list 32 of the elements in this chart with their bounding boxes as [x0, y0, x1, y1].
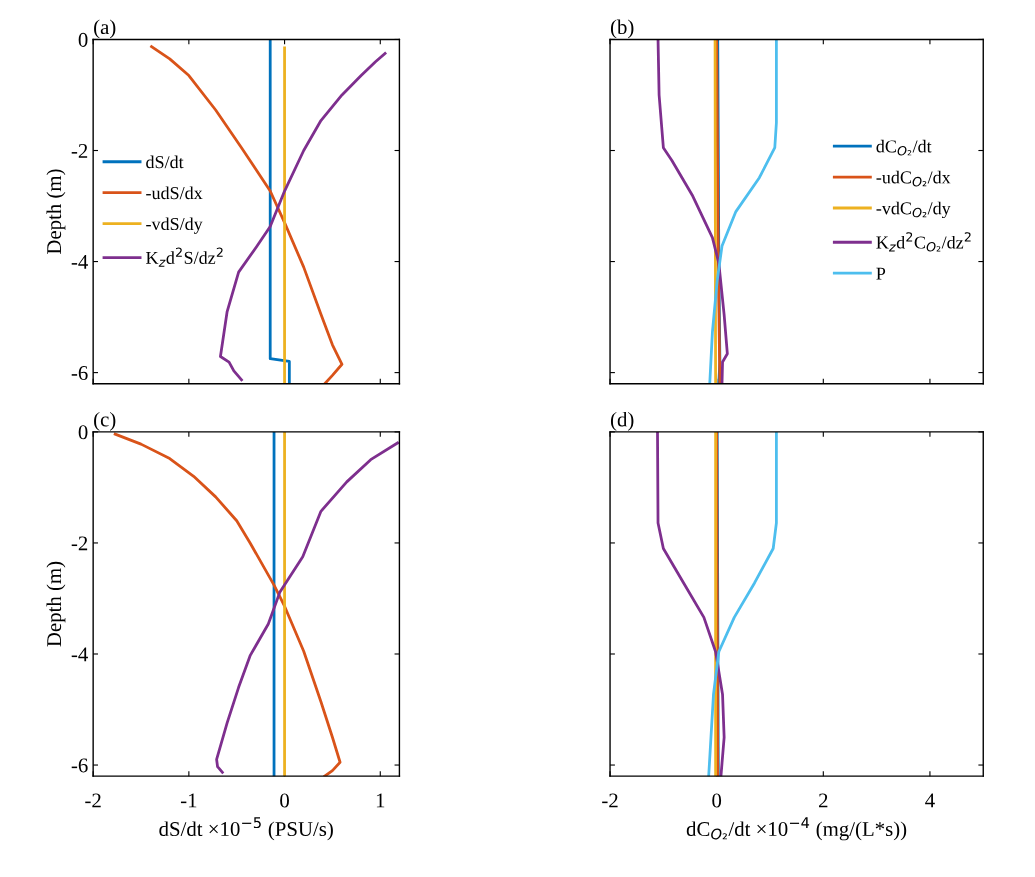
- chart-title: (b): [610, 19, 634, 39]
- y-axis-title: Depth (m): [46, 561, 66, 647]
- y-tick-label: -4: [71, 647, 88, 662]
- legend-label: dC$_{O₂}$/dt: [876, 139, 932, 156]
- legend-label: -udC$_{O₂}$/dx: [876, 170, 951, 187]
- x-tick-label: -1: [180, 793, 197, 808]
- x-tick-label: 1: [376, 793, 385, 808]
- y-tick-label: 0: [78, 32, 88, 47]
- y-tick-label: -4: [71, 255, 88, 269]
- y-tick-label: -2: [71, 536, 88, 551]
- chart-title: (a): [94, 19, 116, 39]
- legend-label: P: [876, 267, 886, 280]
- x-tick-label: 0: [280, 793, 289, 808]
- x-tick-label: 2: [819, 793, 828, 808]
- x-tick-label: 0: [712, 793, 722, 808]
- legend-label: -udS/dx: [146, 186, 203, 200]
- y-tick-label: -6: [71, 758, 88, 773]
- legend-label: K$_{z}$d$^{2}$S/dz$^{2}$: [146, 247, 223, 267]
- legend-label: K$_{z}$d$^{2}$C$_{O₂}$/dz$^{2}$: [876, 232, 971, 252]
- legend-label: -vdC$_{O₂}$/dy: [876, 201, 951, 219]
- y-tick-label: -6: [71, 366, 88, 381]
- chart-title: (c): [94, 411, 116, 431]
- legend-label: -vdS/dy: [146, 217, 203, 234]
- y-tick-label: -2: [71, 143, 88, 158]
- chart-title: (d): [610, 411, 634, 431]
- y-axis-title: Depth (m): [46, 169, 66, 255]
- legend-label: dS/dt: [146, 155, 184, 169]
- x-tick-label: -2: [602, 793, 618, 808]
- x-axis-title: dC$_{O₂}$/dt ×10$^{−4}$ (mg/(L*s)): [686, 817, 907, 841]
- x-axis-title: dS/dt ×10$^{−5}$ (PSU/s): [159, 817, 333, 841]
- x-tick-label: 4: [925, 793, 935, 808]
- y-tick-label: 0: [78, 425, 88, 440]
